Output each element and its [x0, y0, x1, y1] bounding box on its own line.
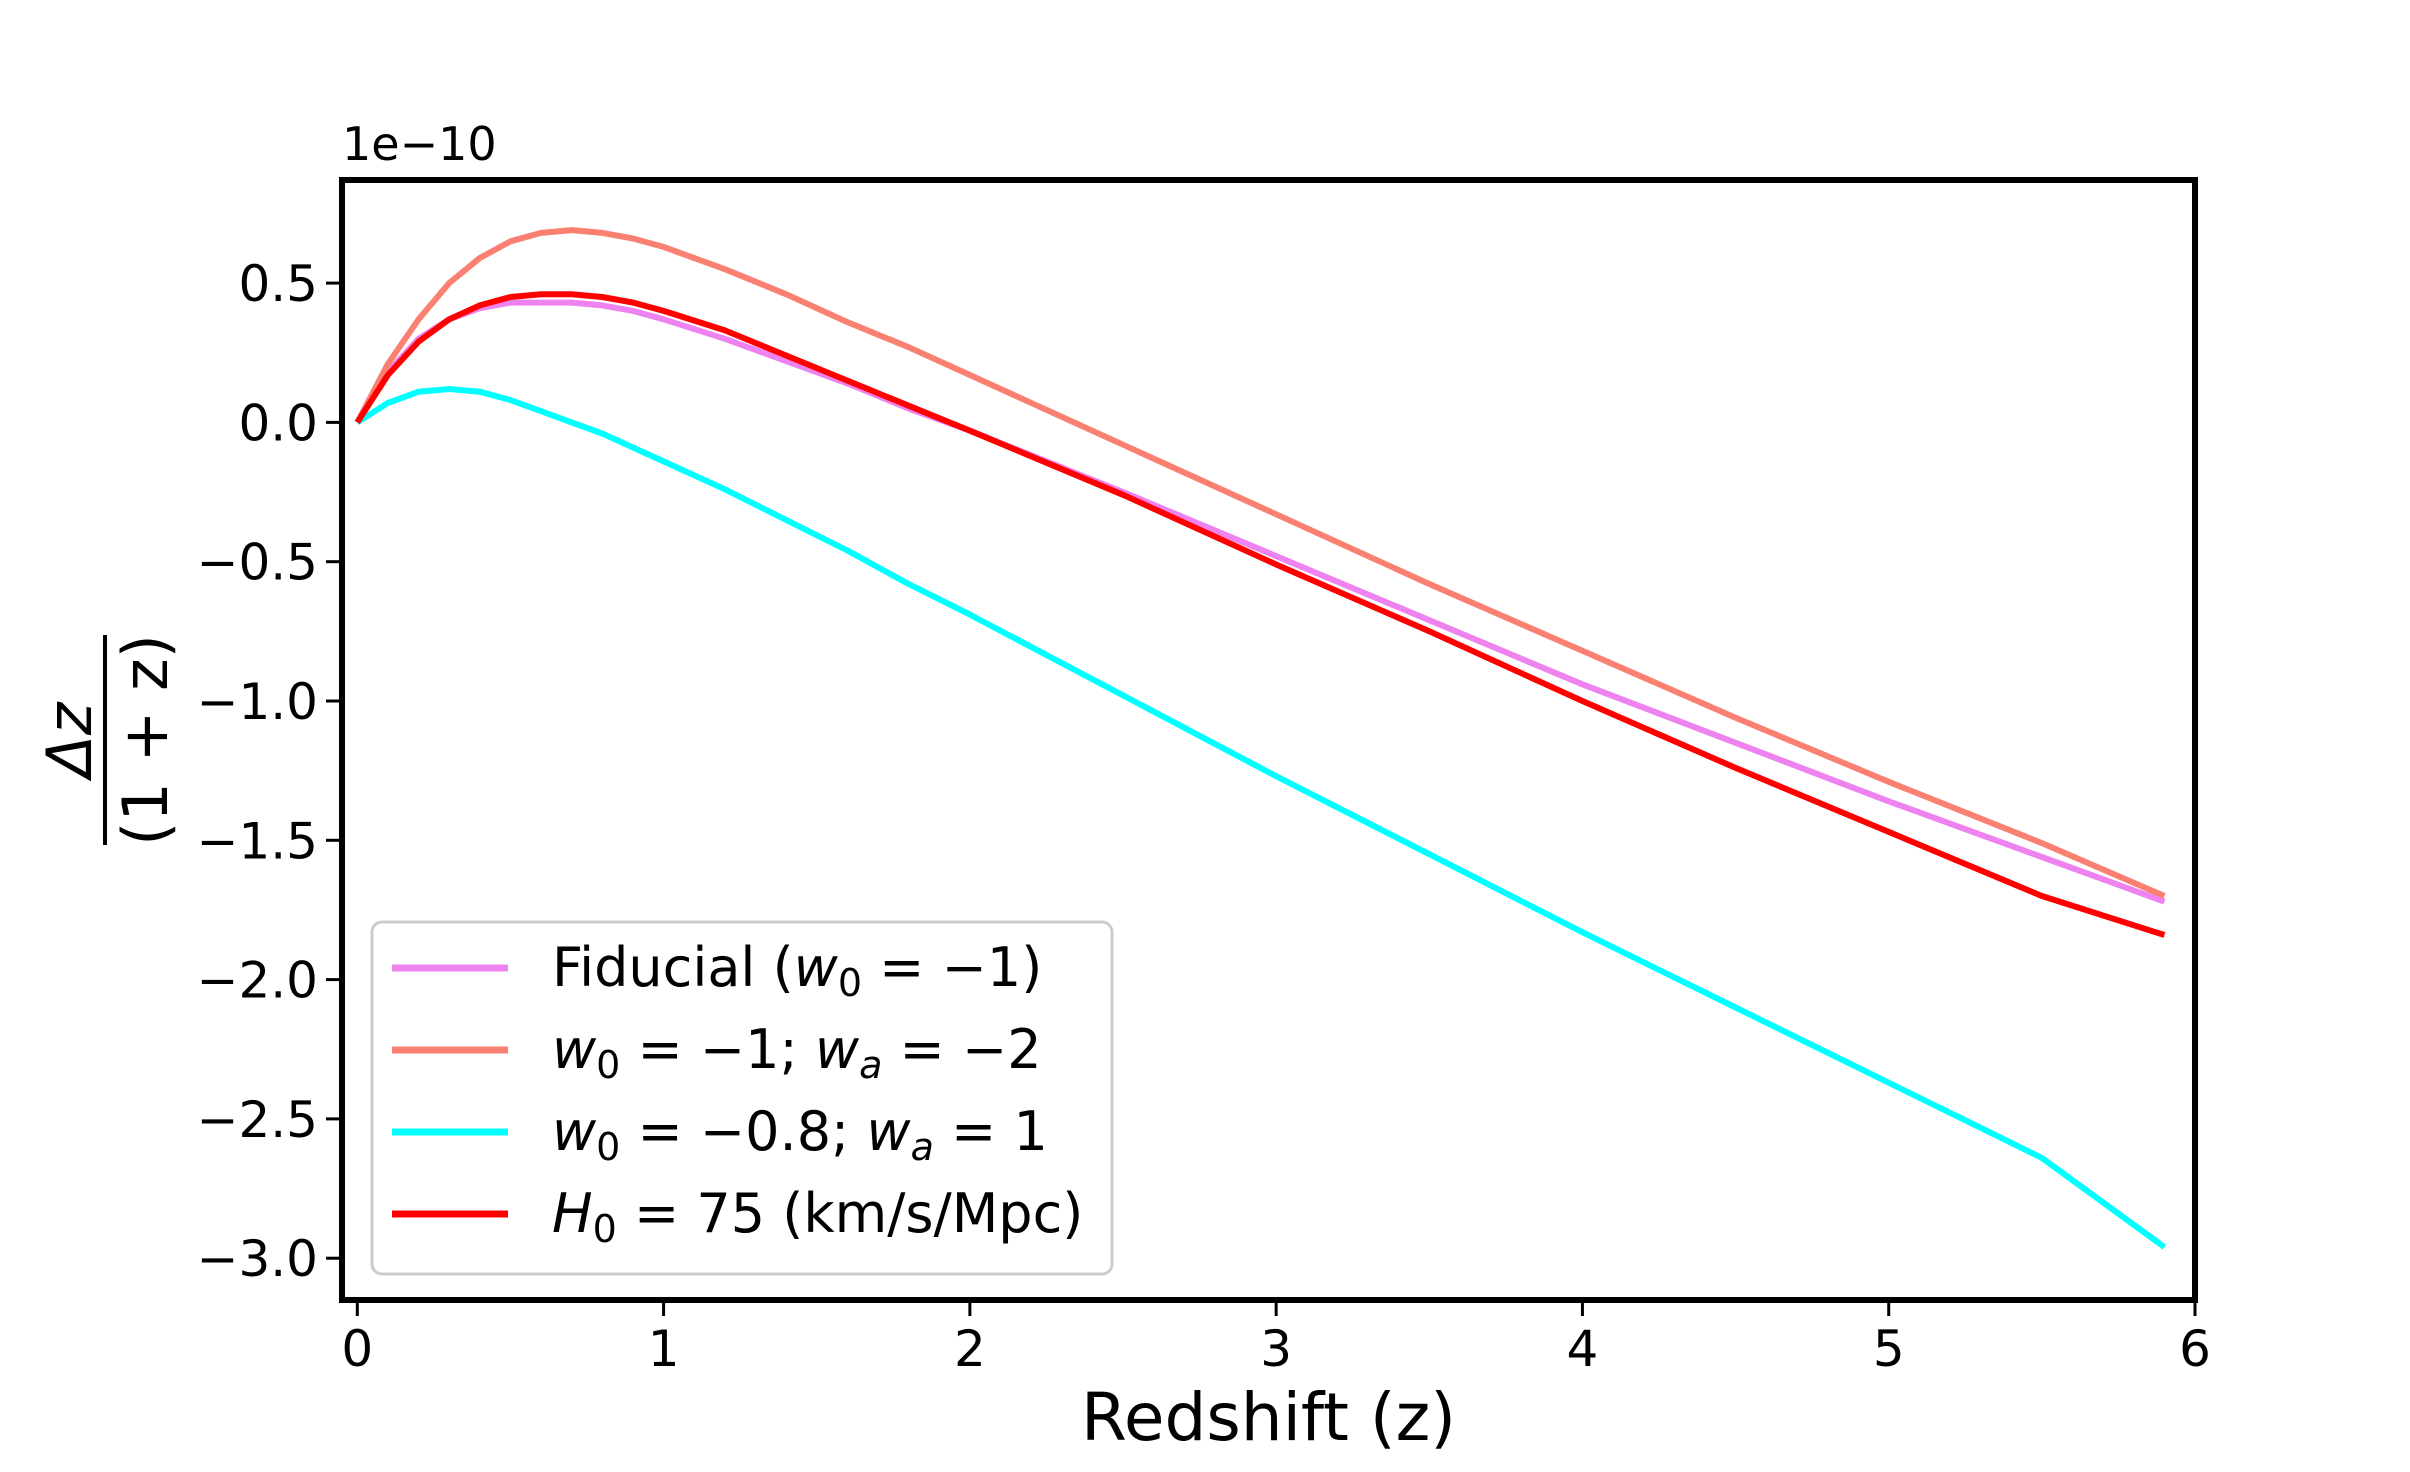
- y-tick-label: 0.0: [238, 394, 318, 452]
- y-tick-label: −1.5: [197, 812, 318, 870]
- y-tick-label: −1.0: [197, 673, 318, 731]
- x-tick-label: 5: [1873, 1320, 1905, 1378]
- y-offset-text: 1e−10: [342, 117, 497, 171]
- ticks-layer: 0 1 2 3 4 5 6 0.5 0.0 −0.5 −1.0 −1.5 −2.0 −2.5 −3.0: [197, 255, 2211, 1378]
- x-axis-label: Redshift (z): [1081, 1379, 1456, 1456]
- x-tick-label: 1: [648, 1320, 680, 1378]
- series-line-1: [354, 299, 2166, 905]
- legend-label-1: Fiducial (w0 = −1): [552, 936, 1042, 1005]
- legend-label-4: H0 = 75 (km/s/Mpc): [552, 1182, 1083, 1251]
- series-line-2: [354, 227, 2166, 899]
- legend-label-2: w0 = −1; wa = −2: [552, 1018, 1042, 1087]
- y-tick-label: −3.0: [197, 1230, 318, 1288]
- y-tick-label: 0.5: [238, 255, 318, 313]
- plot-frame: [339, 177, 2198, 1303]
- y-label-numerator: Δz: [33, 701, 106, 781]
- series-line-4: [354, 291, 2166, 938]
- y-tick-label: −2.5: [197, 1091, 318, 1149]
- x-tick-label: 2: [954, 1320, 986, 1378]
- series-line-3: [355, 386, 2167, 1250]
- series-layer: [354, 227, 2167, 1250]
- y-tick-label: −2.0: [197, 952, 318, 1010]
- x-tick-label: 3: [1260, 1320, 1292, 1378]
- y-axis-label: Δz (1 + z): [33, 634, 182, 846]
- x-tick-label: 0: [341, 1320, 373, 1378]
- y-label-denominator: (1 + z): [109, 634, 182, 846]
- legend-label-3: w0 = −0.8; wa = 1: [552, 1100, 1048, 1169]
- legend-box: [370, 920, 1114, 1276]
- x-tick-label: 4: [1567, 1320, 1599, 1378]
- legend: Fiducial (w0 = −1) w0 = −1; wa = −2 w0 = −…: [370, 920, 1114, 1276]
- x-tick-label: 6: [2179, 1320, 2211, 1378]
- y-tick-label: −0.5: [197, 534, 318, 592]
